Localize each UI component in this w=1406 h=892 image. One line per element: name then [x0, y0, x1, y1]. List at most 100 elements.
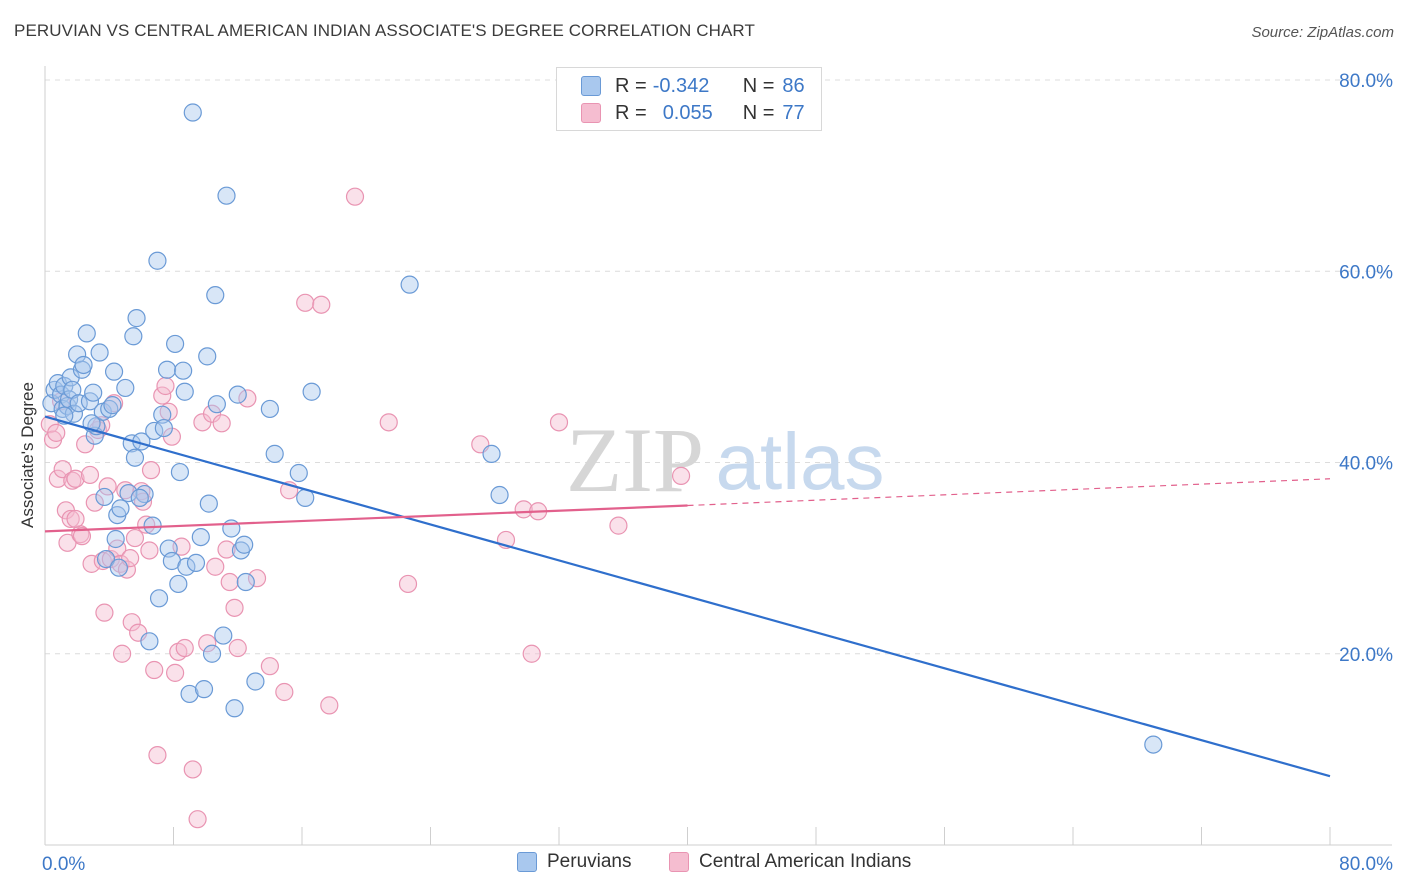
legend-swatch-pink — [669, 852, 689, 872]
data-point-central-american-indians — [95, 603, 114, 622]
data-point-peruvians — [124, 327, 143, 346]
data-point-peruvians — [236, 572, 255, 592]
data-point-central-american-indians — [85, 493, 104, 512]
data-point-central-american-indians — [80, 465, 100, 485]
data-point-central-american-indians — [398, 574, 418, 594]
data-point-central-american-indians — [63, 471, 82, 490]
data-point-peruvians — [148, 251, 167, 270]
data-point-peruvians — [53, 399, 72, 419]
data-point-peruvians — [153, 405, 172, 424]
data-point-peruvians — [96, 549, 116, 569]
data-point-central-american-indians — [48, 469, 67, 488]
data-point-peruvians — [143, 516, 162, 535]
data-point-central-american-indians — [166, 663, 185, 682]
data-point-central-american-indians — [320, 696, 339, 715]
data-point-peruvians — [260, 399, 279, 419]
data-point-peruvians — [177, 557, 196, 576]
data-point-central-american-indians — [61, 509, 80, 529]
tick-labels: 20.0% 40.0% 60.0% 80.0% 0.0% 80.0% — [42, 71, 1393, 875]
y-tick-label: 80.0% — [1339, 71, 1393, 92]
data-point-central-american-indians — [141, 461, 161, 480]
legend-item-central-american-indians: Central American Indians — [669, 851, 911, 873]
trend-line-peruvians — [44, 415, 1331, 778]
watermark-atlas: atlas — [716, 417, 885, 506]
data-point-peruvians — [127, 309, 146, 328]
data-point-peruvians — [302, 382, 321, 401]
n-value: 77 — [782, 101, 805, 124]
data-point-peruvians — [104, 362, 124, 381]
r-value: 0.055 — [662, 101, 713, 124]
data-point-central-american-indians — [153, 386, 172, 405]
data-point-peruvians — [69, 394, 88, 413]
data-point-central-american-indians — [202, 404, 222, 423]
data-point-peruvians — [490, 485, 509, 505]
data-point-peruvians — [199, 494, 218, 513]
data-point-central-american-indians — [228, 638, 247, 658]
data-point-central-american-indians — [112, 644, 132, 663]
data-point-peruvians — [207, 395, 226, 414]
data-point-central-american-indians — [212, 414, 231, 433]
data-point-central-american-indians — [72, 527, 92, 546]
x-tick-label-max: 80.0% — [1339, 854, 1393, 875]
data-point-central-american-indians — [188, 810, 207, 829]
data-point-peruvians — [174, 361, 193, 380]
n-label: N = — [742, 74, 775, 97]
series-central-american-indians — [40, 187, 691, 829]
legend-row-peruvians: R = -0.342 N = 86 — [557, 73, 805, 99]
series-peruvians — [42, 103, 1163, 754]
data-point-peruvians — [214, 626, 233, 645]
data-point-central-american-indians — [125, 528, 145, 548]
data-point-peruvians — [59, 390, 79, 409]
data-point-central-american-indians — [175, 638, 194, 658]
y-axis-label: Associate's Degree — [18, 382, 37, 528]
legend-item-peruvians: Peruvians — [517, 851, 632, 873]
data-point-peruvians — [400, 275, 419, 294]
data-point-peruvians — [231, 541, 251, 560]
data-point-central-american-indians — [116, 481, 135, 500]
data-point-central-american-indians — [137, 515, 156, 534]
data-point-peruvians — [149, 589, 169, 608]
data-point-peruvians — [206, 286, 225, 305]
data-point-peruvians — [111, 499, 130, 518]
data-point-central-american-indians — [549, 413, 569, 432]
data-point-central-american-indians — [140, 541, 159, 560]
legend-swatch-pink — [581, 103, 601, 123]
data-point-peruvians — [125, 448, 145, 467]
trend-line-central-american-indians — [44, 504, 688, 533]
data-point-peruvians — [77, 324, 96, 343]
data-point-central-american-indians — [183, 760, 202, 779]
data-point-central-american-indians — [47, 423, 66, 442]
trend-line-central-american-indians-extension — [687, 478, 1331, 507]
data-point-central-american-indians — [260, 657, 279, 676]
legend-row-central-american-indians: R = 0.055 N = 77 — [557, 100, 805, 126]
data-point-central-american-indians — [98, 477, 117, 496]
data-point-central-american-indians — [609, 516, 628, 535]
data-point-peruvians — [106, 529, 125, 549]
n-label: N = — [742, 101, 775, 124]
data-point-peruvians — [119, 484, 138, 503]
data-point-central-american-indians — [82, 554, 101, 573]
data-point-peruvians — [116, 378, 135, 398]
data-point-peruvians — [183, 103, 202, 122]
correlation-legend: R = -0.342 N = 86 R = 0.055 N = 77 — [556, 67, 822, 131]
data-point-peruvians — [198, 347, 217, 366]
data-point-peruvians — [95, 487, 114, 507]
watermark-zip: ZIP — [566, 409, 704, 511]
series-legend: Peruvians Central American Indians — [0, 851, 1406, 877]
data-point-peruvians — [103, 396, 122, 415]
data-point-peruvians — [194, 680, 214, 699]
data-point-peruvians — [109, 558, 128, 577]
data-point-central-american-indians — [220, 572, 239, 592]
chart-title: PERUVIAN VS CENTRAL AMERICAN INDIAN ASSO… — [14, 21, 755, 40]
data-point-central-american-indians — [312, 295, 331, 314]
data-point-peruvians — [265, 444, 284, 463]
data-point-peruvians — [235, 535, 254, 554]
data-point-peruvians — [202, 644, 222, 663]
data-point-peruvians — [1144, 735, 1163, 754]
data-point-peruvians — [246, 672, 265, 691]
data-point-peruvians — [74, 355, 93, 375]
data-point-central-american-indians — [514, 500, 533, 519]
data-point-peruvians — [169, 574, 188, 594]
data-point-central-american-indians — [275, 682, 294, 702]
data-point-central-american-indians — [148, 746, 167, 765]
